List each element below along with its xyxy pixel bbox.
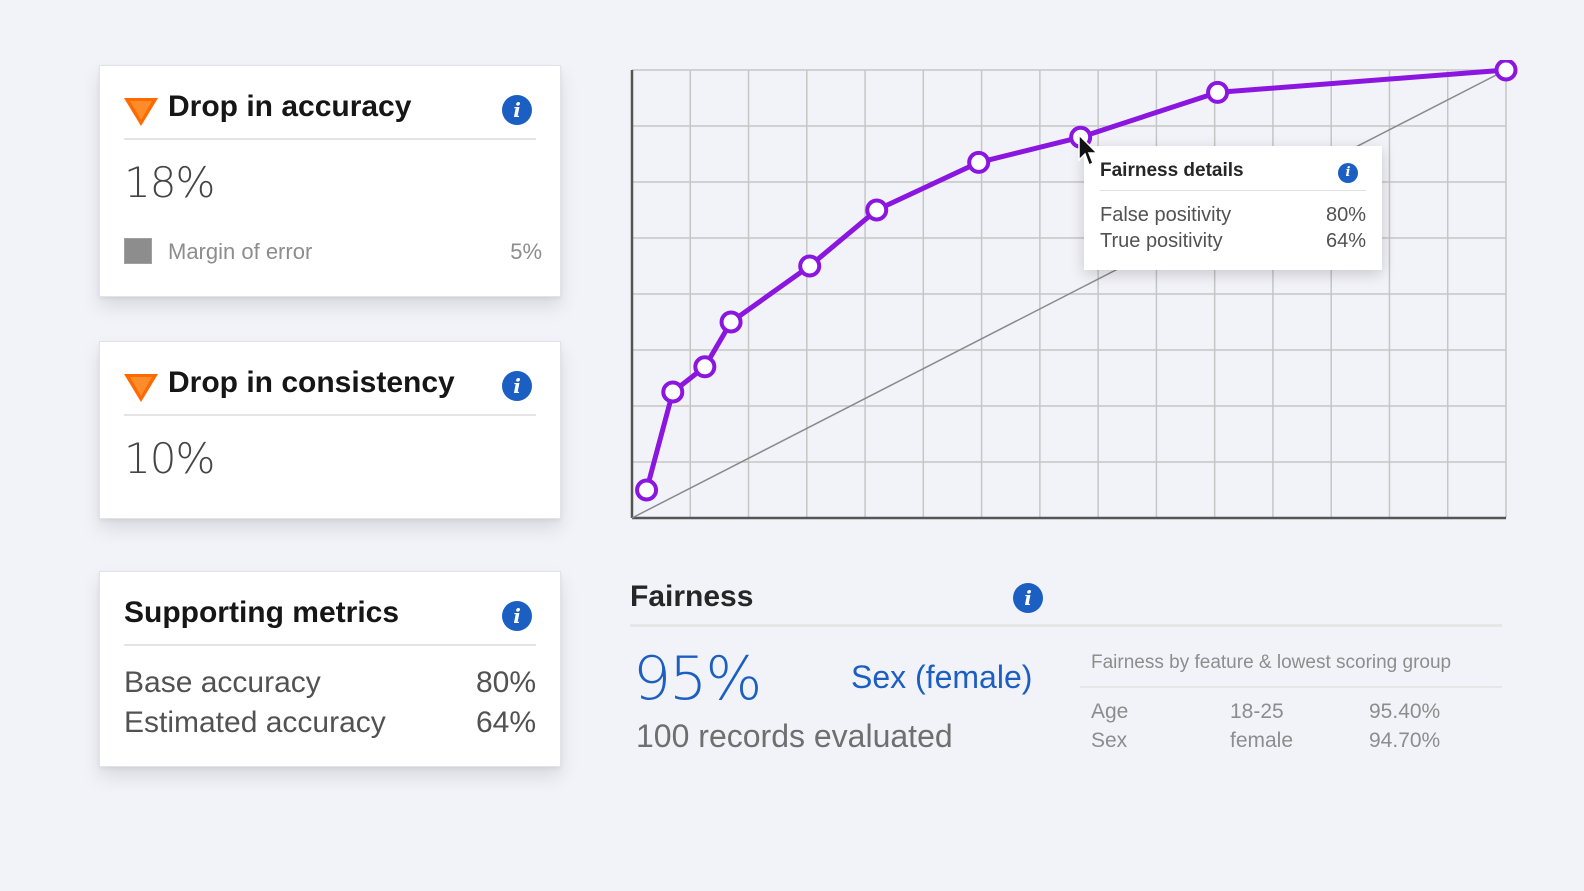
tooltip-row-label: True positivity — [1100, 230, 1223, 252]
data-point — [1206, 80, 1230, 104]
fairness-by-feature-header: Fairness by feature & lowest scoring gro… — [1080, 648, 1502, 688]
tooltip-title: Fairness details — [1100, 160, 1244, 181]
data-point — [865, 198, 889, 222]
fairness-group-link[interactable]: Sex (female) — [851, 659, 1033, 695]
metric-label: Base accuracy — [124, 666, 321, 699]
card-header: Drop in consistency i — [124, 362, 536, 416]
chart-axes — [630, 70, 1506, 520]
metric-row: Base accuracy 80% — [124, 666, 536, 702]
consistency-drop-value: 10% — [124, 434, 215, 483]
metric-value: 64% — [475, 706, 536, 739]
feature-cell: Sex — [1091, 729, 1128, 752]
card-header: Drop in accuracy i — [124, 86, 536, 140]
info-icon[interactable]: i — [502, 95, 532, 125]
info-icon[interactable]: i — [1013, 583, 1043, 613]
margin-swatch — [124, 238, 152, 264]
tooltip-row-label: False positivity — [1100, 204, 1232, 226]
data-point — [798, 254, 822, 278]
accuracy-drop-value: 18% — [124, 158, 215, 207]
tooltip-row: False positivity 80% — [1100, 204, 1366, 230]
tooltip-header: Fairness details i — [1100, 156, 1366, 191]
info-icon[interactable]: i — [1338, 163, 1358, 183]
tooltip-row-value: 64% — [1325, 230, 1366, 252]
drop-in-accuracy-card: Drop in accuracy i 18% Margin of error 5… — [99, 65, 561, 297]
fairness-header: Fairness i — [630, 576, 1502, 627]
data-point — [967, 150, 991, 174]
chart-reference-layer — [631, 69, 1507, 519]
series-line — [644, 67, 1507, 491]
chart-grid — [632, 69, 1507, 518]
margin-value: 5% — [510, 239, 542, 264]
records-evaluated: 100 records evaluated — [636, 718, 953, 754]
card-title: Drop in accuracy — [168, 90, 412, 123]
fairness-score: 95% — [633, 644, 762, 714]
data-point — [1494, 60, 1518, 82]
metric-label: Estimated accuracy — [124, 706, 386, 739]
orange-triangle-down-icon — [124, 98, 158, 126]
data-point — [693, 355, 717, 379]
group-cell: female — [1230, 729, 1294, 752]
score-cell: 95.40% — [1369, 700, 1441, 723]
margin-of-error-row: Margin of error 5% — [124, 236, 542, 266]
feature-cell: Age — [1091, 700, 1129, 723]
score-cell: 94.70% — [1369, 729, 1441, 752]
group-cell: 18-25 — [1230, 700, 1284, 723]
info-icon[interactable]: i — [502, 601, 532, 631]
chart-series-layer — [635, 60, 1518, 502]
drop-in-consistency-card: Drop in consistency i 10% — [99, 341, 561, 519]
margin-label: Margin of error — [168, 239, 313, 264]
tooltip-row: True positivity 64% — [1100, 230, 1366, 256]
card-header: Supporting metrics i — [124, 592, 536, 646]
fairness-line-chart — [630, 60, 1518, 520]
fairness-details-tooltip: Fairness details i False positivity 80% … — [1084, 146, 1382, 270]
fairness-by-feature-title: Fairness by feature & lowest scoring gro… — [1091, 652, 1452, 673]
card-title: Drop in consistency — [168, 366, 455, 399]
orange-triangle-down-icon — [124, 374, 158, 402]
data-point — [635, 478, 659, 502]
metric-row: Estimated accuracy 64% — [124, 706, 536, 742]
fairness-title: Fairness — [630, 580, 754, 613]
data-point — [661, 380, 685, 404]
tooltip-row-value: 80% — [1325, 204, 1366, 226]
diagonal-reference-line — [631, 69, 1507, 519]
card-title: Supporting metrics — [124, 596, 400, 629]
supporting-metrics-card: Supporting metrics i Base accuracy 80% E… — [99, 571, 561, 767]
mouse-pointer-icon — [1078, 134, 1099, 167]
metric-value: 80% — [475, 666, 536, 699]
data-point — [719, 310, 743, 334]
info-icon[interactable]: i — [502, 371, 532, 401]
